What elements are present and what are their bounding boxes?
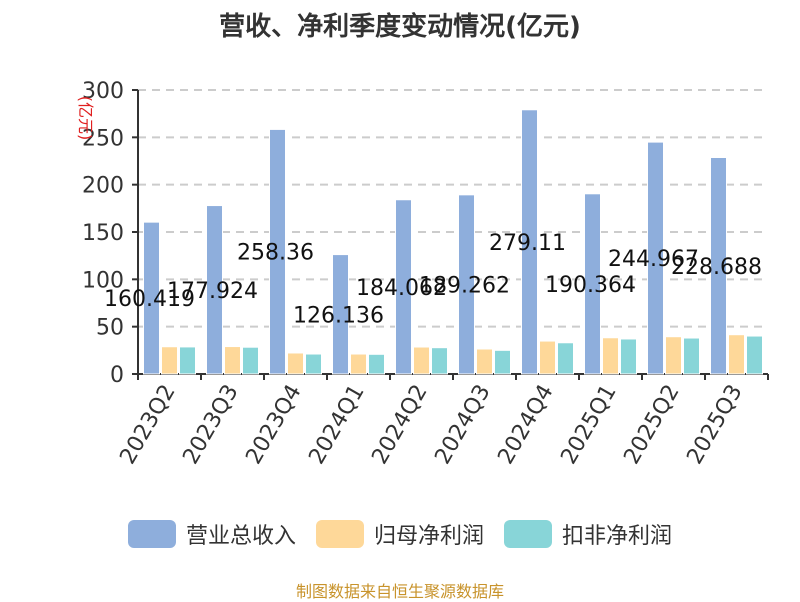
data-label: 126.136 — [293, 303, 384, 328]
x-tick-label: 2025Q3 — [682, 381, 747, 469]
y-tick-label: 100 — [82, 268, 124, 293]
legend-label-revenue: 营业总收入 — [185, 524, 296, 549]
bar — [242, 346, 259, 375]
x-tick-label: 2024Q4 — [493, 381, 558, 469]
x-tick-label: 2025Q1 — [556, 381, 621, 469]
bar — [350, 353, 367, 375]
bar — [710, 157, 727, 375]
bar — [494, 349, 511, 375]
bar — [521, 109, 538, 375]
bar — [539, 340, 556, 375]
bar — [287, 352, 304, 375]
bar — [206, 205, 223, 375]
data-label: 228.688 — [671, 255, 762, 280]
bar — [143, 221, 160, 375]
bar — [395, 199, 412, 375]
data-label: 190.364 — [545, 273, 636, 298]
data-label: 279.11 — [489, 231, 566, 256]
x-tick-label: 2024Q1 — [304, 381, 369, 469]
y-tick-label: 250 — [82, 126, 124, 151]
bar — [179, 346, 196, 375]
data-label: 189.262 — [419, 273, 510, 298]
legend-swatch-revenue — [127, 520, 176, 548]
bar — [224, 346, 241, 375]
bar — [269, 128, 286, 375]
bar — [602, 337, 619, 375]
bar — [584, 193, 601, 375]
x-tick-label: 2023Q3 — [178, 381, 243, 469]
data-label: 160.419 — [104, 287, 195, 312]
bar — [431, 347, 448, 375]
bar — [665, 336, 682, 375]
bar — [557, 342, 574, 375]
x-tick-label: 2023Q4 — [241, 381, 306, 469]
data-label: 184.062 — [356, 276, 447, 301]
x-tick-label: 2024Q2 — [367, 381, 432, 469]
bar — [728, 334, 745, 375]
y-tick-label: 50 — [96, 316, 124, 341]
y-tick-label: 150 — [82, 221, 124, 246]
bar — [683, 337, 700, 375]
y-tick-label: 0 — [110, 363, 124, 388]
legend-label-net-profit: 归母净利润 — [373, 524, 484, 549]
legend-item-revenue[interactable]: 营业总收入 — [127, 518, 296, 550]
data-label: 258.36 — [237, 241, 314, 266]
bar — [746, 335, 763, 375]
x-tick-label: 2025Q2 — [619, 381, 684, 469]
legend: 营业总收入 归母净利润 扣非净利润 — [0, 518, 800, 550]
bar — [458, 194, 475, 375]
x-tick-label: 2024Q3 — [430, 381, 495, 469]
bar — [305, 353, 322, 375]
legend-item-deducted-net-profit[interactable]: 扣非净利润 — [504, 518, 672, 550]
bar — [647, 141, 664, 375]
bar — [620, 338, 637, 375]
chart-title: 营收、净利季度变动情况(亿元) — [219, 12, 581, 42]
legend-swatch-deducted-net-profit — [504, 520, 552, 548]
bar — [161, 346, 178, 375]
x-tick-label: 2023Q2 — [115, 381, 180, 469]
data-label: 244.967 — [608, 247, 699, 272]
legend-swatch-net-profit — [315, 520, 364, 548]
y-axis-unit: (亿元) — [76, 96, 95, 141]
data-label: 177.924 — [167, 279, 258, 304]
source-note: 制图数据来自恒生聚源数据库 — [295, 582, 504, 601]
y-tick-label: 200 — [82, 174, 124, 199]
bar — [368, 353, 385, 375]
y-tick-label: 300 — [82, 79, 124, 104]
legend-item-net-profit[interactable]: 归母净利润 — [315, 518, 484, 550]
bar — [332, 254, 349, 375]
bar — [476, 348, 493, 375]
bar-chart: 0 50 100 150 200 250 300(亿元) 2023Q2 160.419 2023Q… — [76, 79, 769, 469]
legend-label-deducted-net-profit: 扣非净利润 — [562, 524, 673, 549]
bar — [413, 346, 430, 375]
